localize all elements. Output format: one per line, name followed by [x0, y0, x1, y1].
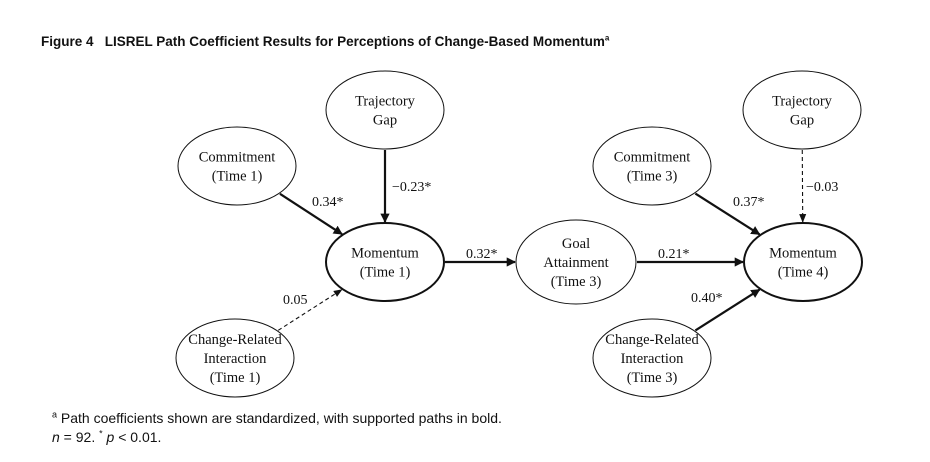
node-momentum-time-4: Momentum (Time 4): [743, 222, 863, 302]
path-coefficient: 0.37*: [733, 195, 765, 210]
figure-title-text: LISREL Path Coefficient Results for Perc…: [104, 34, 605, 49]
figure-label: Figure 4: [41, 34, 94, 49]
node-trajectory-gap-2: Trajectory Gap: [742, 70, 862, 150]
n-value: = 92.: [59, 429, 100, 445]
node-label-line: Commitment: [614, 150, 691, 166]
node-label-line: Trajectory: [772, 94, 833, 110]
path-coefficient: 0.05: [283, 293, 308, 308]
node-label-line: Momentum: [351, 246, 419, 262]
node-ellipse: [742, 70, 862, 150]
node-label-line: Change-Related: [188, 332, 282, 348]
significance-star: *: [99, 428, 103, 439]
node-label-line: Commitment: [199, 150, 276, 166]
path-arrow-change-interaction-time-3-to-momentum-time-4: [694, 288, 761, 332]
path-coefficient: −0.03: [806, 180, 838, 195]
n-symbol: n: [52, 429, 60, 445]
node-ellipse: [325, 222, 445, 302]
figure-title: Figure 4 LISREL Path Coefficient Results…: [41, 34, 609, 49]
node-commitment-time-3: Commitment (Time 3): [592, 126, 712, 206]
node-label-line: Trajectory: [355, 94, 416, 110]
path-arrow-commitment-time-1-to-momentum-time-1: [279, 192, 343, 236]
node-ellipse: [743, 222, 863, 302]
p-symbol: p: [106, 429, 115, 445]
node-label-line: Attainment: [543, 255, 608, 271]
node-momentum-time-1: Momentum (Time 1): [325, 222, 445, 302]
node-ellipse: [592, 126, 712, 206]
figure-title-marker: a: [604, 33, 610, 43]
node-label-line: (Time 3): [551, 274, 602, 290]
node-commitment-time-1: Commitment (Time 1): [177, 126, 297, 206]
path-coefficient: 0.32*: [466, 247, 498, 262]
node-goal-attainment-time-3: Goal Attainment (Time 3): [515, 219, 637, 305]
node-label-line: Gap: [373, 113, 397, 129]
node-trajectory-gap-1: Trajectory Gap: [325, 70, 445, 150]
node-label-line: (Time 3): [627, 370, 678, 386]
footnote-support: a Path coefficients shown are standardiz…: [52, 410, 502, 426]
node-ellipse: [325, 70, 445, 150]
path-coefficient: 0.34*: [312, 195, 344, 210]
footnote-text: Path coefficients shown are standardized…: [60, 410, 502, 426]
node-label-line: Interaction: [204, 351, 268, 367]
node-label-line: Goal: [562, 236, 590, 252]
node-change-interaction-time-3: Change-Related Interaction (Time 3): [592, 318, 712, 398]
node-label-line: (Time 1): [210, 370, 261, 386]
node-label-line: Interaction: [621, 351, 685, 367]
path-coefficient: −0.23*: [392, 180, 431, 195]
node-ellipse: [515, 219, 637, 305]
path-coefficient: 0.21*: [658, 247, 690, 262]
path-arrow-commitment-time-3-to-momentum-time-4: [694, 192, 761, 236]
footnote-sample: n = 92. * p < 0.01.: [52, 429, 161, 445]
node-label-line: Change-Related: [605, 332, 699, 348]
p-value: < 0.01.: [114, 429, 162, 445]
node-label-line: Gap: [790, 113, 814, 129]
node-ellipse: [175, 318, 295, 398]
node-ellipse: [177, 126, 297, 206]
node-label-line: (Time 3): [627, 169, 678, 185]
node-label-line: (Time 1): [212, 169, 263, 185]
node-label-line: (Time 1): [360, 265, 411, 281]
node-change-interaction-time-1: Change-Related Interaction (Time 1): [175, 318, 295, 398]
footnote-marker: a: [52, 409, 58, 420]
path-arrow-change-interaction-time-1-to-momentum-time-1: [277, 289, 343, 331]
node-label-line: (Time 4): [778, 265, 829, 281]
node-ellipse: [592, 318, 712, 398]
path-coefficient: 0.40*: [691, 291, 723, 306]
node-label-line: Momentum: [769, 246, 837, 262]
